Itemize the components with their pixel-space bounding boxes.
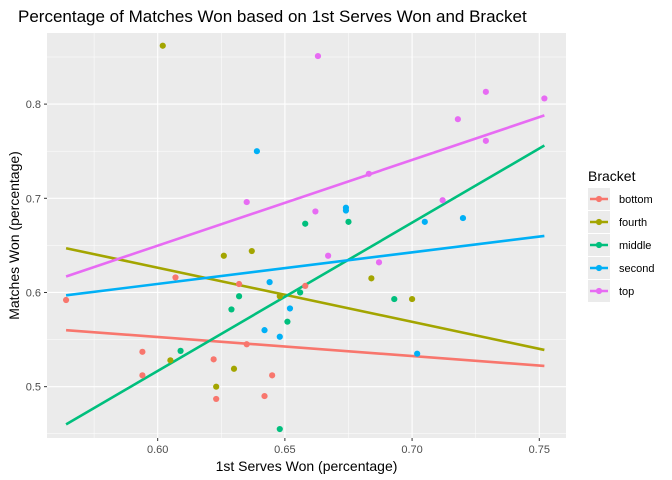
data-point-bottom [302, 282, 309, 289]
x-axis-title: 1st Serves Won (percentage) [216, 458, 398, 474]
y-axis-ticks: 0.5 0.6 0.7 0.8 [26, 99, 47, 394]
trend-line-bottom [65, 328, 545, 368]
data-point-bottom [243, 341, 250, 348]
data-point-second [276, 333, 283, 340]
data-point-middle [297, 289, 304, 296]
data-point-bottom [261, 392, 268, 400]
trend-line-second [65, 234, 545, 297]
legend-point-bottom [595, 195, 603, 203]
legend-point-middle [595, 241, 603, 249]
legend-label-middle: middle [619, 240, 651, 252]
data-point-second [421, 218, 428, 225]
data-point-fourth [368, 275, 375, 282]
data-point-second [261, 327, 268, 334]
x-tick-label: 0.70 [401, 444, 422, 456]
x-tick-label: 0.60 [147, 444, 168, 456]
x-tick-label: 0.75 [529, 444, 550, 456]
x-axis-ticks: 0.60 0.65 0.70 0.75 [147, 438, 550, 456]
data-point-fourth [248, 247, 255, 255]
data-point-top [482, 88, 489, 95]
trend-lines [65, 114, 546, 426]
data-point-middle [276, 425, 283, 433]
data-point-top [312, 208, 319, 215]
data-point-bottom [269, 372, 276, 379]
legend-label-top: top [619, 286, 634, 298]
data-point-top [243, 198, 250, 206]
data-points [62, 42, 548, 433]
data-point-bottom [139, 372, 146, 379]
legend-point-second [595, 264, 603, 272]
data-point-second [266, 279, 273, 286]
y-axis-title: Matches Won (percentage) [6, 151, 22, 320]
data-point-middle [302, 220, 309, 227]
data-point-fourth [220, 252, 227, 259]
data-point-top [541, 95, 548, 102]
legend: Bracket bottom fourth middle second top [588, 168, 654, 302]
plot-background [47, 33, 566, 438]
data-point-fourth [167, 357, 174, 364]
data-point-top [454, 116, 461, 123]
data-point-middle [284, 318, 291, 325]
legend-label-second: second [619, 263, 654, 275]
data-point-top [439, 197, 446, 204]
data-point-fourth [213, 383, 220, 390]
data-point-second [459, 214, 467, 222]
data-point-top [482, 137, 489, 144]
data-point-middle [345, 218, 352, 225]
legend-label-fourth: fourth [619, 217, 647, 229]
y-tick-label: 0.5 [26, 382, 41, 394]
chart-title: Percentage of Matches Won based on 1st S… [18, 7, 527, 26]
data-point-bottom [235, 280, 243, 288]
trend-line-fourth [65, 246, 545, 352]
data-point-middle [235, 293, 243, 300]
data-point-fourth [159, 42, 166, 49]
data-point-top [375, 259, 383, 266]
legend-label-bottom: bottom [619, 194, 653, 206]
y-tick-label: 0.8 [26, 99, 41, 111]
data-point-fourth [408, 295, 416, 303]
data-point-bottom [62, 296, 70, 304]
minor-gridlines [47, 33, 566, 438]
data-point-top [365, 170, 372, 177]
data-point-top [325, 252, 332, 259]
data-point-second [342, 207, 350, 214]
data-point-fourth [230, 365, 238, 372]
data-point-fourth [276, 293, 283, 300]
data-point-bottom [139, 348, 146, 355]
y-tick-label: 0.6 [26, 287, 41, 299]
data-point-second [414, 350, 421, 357]
legend-title: Bracket [588, 168, 636, 184]
legend-point-fourth [595, 218, 603, 226]
data-point-second [286, 305, 294, 312]
data-point-bottom [172, 274, 179, 281]
data-point-bottom [213, 395, 220, 403]
legend-items: bottom fourth middle second top [588, 188, 654, 302]
data-point-middle [228, 306, 235, 313]
legend-point-top [595, 287, 603, 295]
data-point-middle [391, 295, 398, 303]
trend-line-top [65, 114, 545, 278]
y-tick-label: 0.7 [26, 193, 41, 205]
data-point-middle [177, 347, 184, 354]
data-point-bottom [210, 356, 217, 363]
data-point-second [253, 148, 260, 155]
x-tick-label: 0.65 [274, 444, 295, 456]
data-point-top [314, 52, 322, 60]
